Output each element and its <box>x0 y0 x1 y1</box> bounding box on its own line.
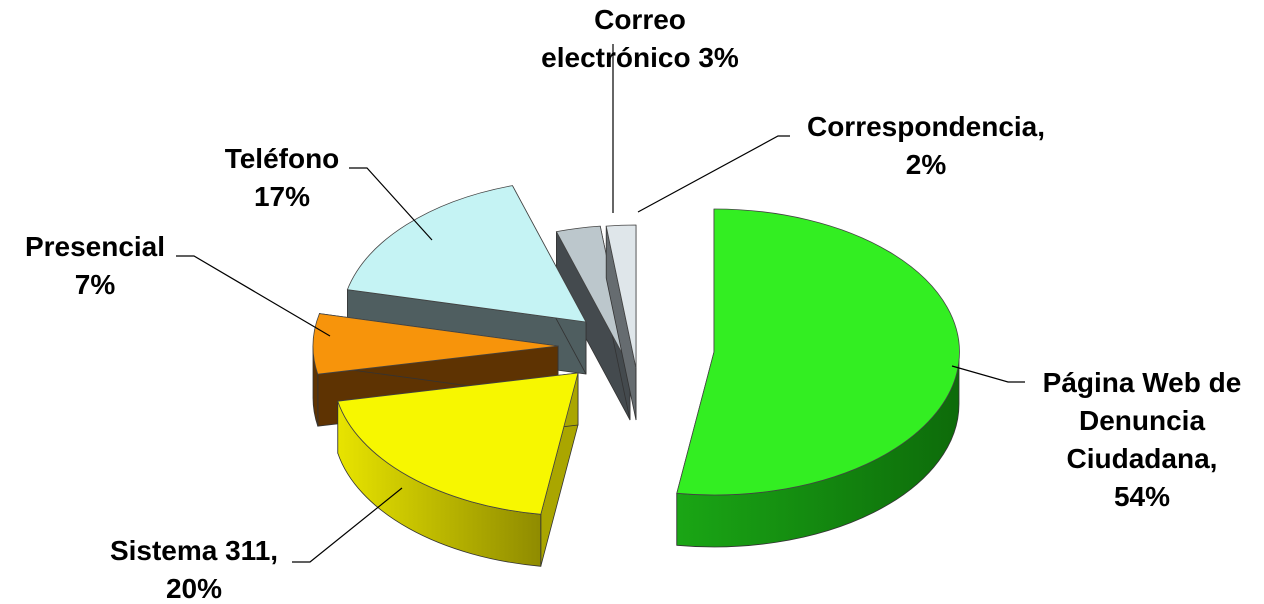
data-label-line: 7% <box>75 269 116 300</box>
data-label-line: Correo <box>594 4 686 35</box>
data-label-line: Página Web de <box>1043 367 1242 398</box>
data-label-line: 17% <box>254 181 310 212</box>
data-label-line: 2% <box>906 149 947 180</box>
leader-lines <box>176 44 1025 563</box>
leader-line-sistema-311 <box>292 487 403 563</box>
data-label-sistema-311: Sistema 311, 20% <box>110 535 278 604</box>
pie-slice-pagina-web <box>676 208 960 548</box>
pie-slice-sistema-311 <box>337 372 579 567</box>
data-labels: Página Web de Denuncia Ciudadana, 54% Sistem… <box>25 4 1241 604</box>
leader-line-pagina-web <box>951 365 1025 383</box>
pie-slice-presencial <box>312 313 559 427</box>
data-label-line: Presencial <box>25 231 165 262</box>
pie-slice-top <box>555 225 631 369</box>
data-label-telefono: Teléfono 17% <box>225 143 340 212</box>
data-label-correspondencia: Correspondencia, 2% <box>807 111 1045 180</box>
pie-slice-top <box>337 372 579 515</box>
data-label-line: Sistema 311, <box>110 535 278 566</box>
pie-slice-top <box>605 224 637 369</box>
leader-line-telefono <box>349 167 433 241</box>
data-label-line: Denuncia <box>1079 405 1205 436</box>
data-label-correo-electronico: Correo electrónico 3% <box>541 4 739 73</box>
pie-slice-top <box>346 185 587 323</box>
pie-slices <box>312 185 960 567</box>
leader-line-presencial <box>176 255 331 337</box>
data-label-line: Teléfono <box>225 143 340 174</box>
data-label-line: 20% <box>166 573 222 604</box>
pie-slice-top <box>676 208 960 496</box>
data-label-presencial: Presencial 7% <box>25 231 165 300</box>
pie-slice-correspondencia <box>605 224 637 421</box>
leader-line-correspondencia <box>637 135 790 213</box>
pie-slice-top <box>312 313 559 375</box>
data-label-line: electrónico 3% <box>541 42 739 73</box>
data-label-line: Ciudadana, <box>1067 443 1218 474</box>
data-label-line: Correspondencia, <box>807 111 1045 142</box>
data-label-pagina-web: Página Web de Denuncia Ciudadana, 54% <box>1043 367 1242 512</box>
data-label-line: 54% <box>1114 481 1170 512</box>
